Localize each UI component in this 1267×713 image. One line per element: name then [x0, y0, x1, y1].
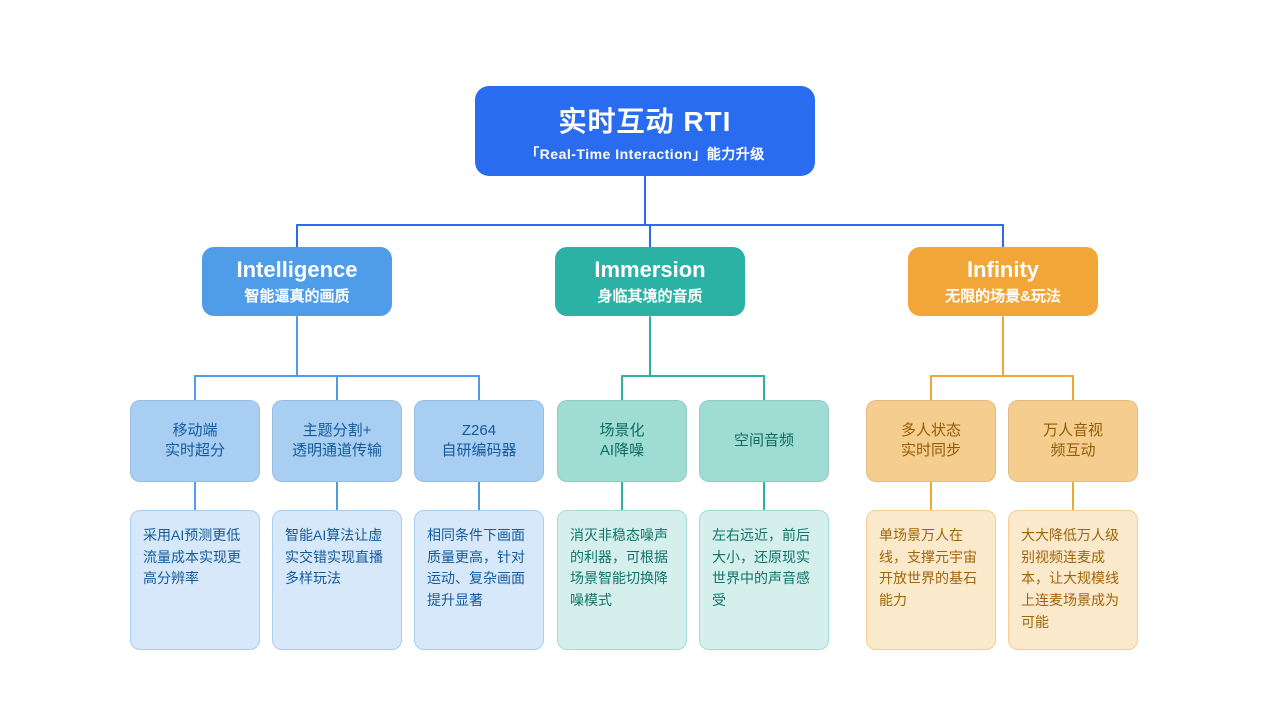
leaf-description: 采用AI预测更低流量成本实现更高分辨率 — [130, 510, 260, 650]
leaf-label: 空间音频 — [734, 431, 794, 451]
leaf-label: 万人音视频互动 — [1043, 421, 1103, 462]
leaf-node: 多人状态实时同步 — [866, 400, 996, 482]
leaf-node: 移动端实时超分 — [130, 400, 260, 482]
leaf-node: 主题分割+透明通道传输 — [272, 400, 402, 482]
leaf-label: 多人状态实时同步 — [901, 421, 961, 462]
leaf-description: 单场景万人在线，支撑元宇宙开放世界的基石能力 — [866, 510, 996, 650]
leaf-label: 主题分割+透明通道传输 — [292, 421, 382, 462]
root-subtitle: 「Real-Time Interaction」能力升级 — [485, 144, 805, 164]
category-title: Infinity — [916, 257, 1090, 283]
root-title: 实时互动 RTI — [485, 100, 805, 140]
category-subtitle: 无限的场景&玩法 — [916, 285, 1090, 306]
leaf-description: 左右远近，前后大小，还原现实世界中的声音感受 — [699, 510, 829, 650]
leaf-label: 场景化AI降噪 — [599, 421, 644, 462]
leaf-description: 消灭非稳态噪声的利器，可根据场景智能切换降噪模式 — [557, 510, 687, 650]
leaf-description: 智能AI算法让虚实交错实现直播多样玩法 — [272, 510, 402, 650]
leaf-node: Z264自研编码器 — [414, 400, 544, 482]
leaf-node: 场景化AI降噪 — [557, 400, 687, 482]
category-subtitle: 身临其境的音质 — [563, 285, 737, 306]
category-title: Intelligence — [210, 257, 384, 283]
category-immersion: Immersion身临其境的音质 — [555, 247, 745, 316]
rti-tree-diagram: 实时互动 RTI 「Real-Time Interaction」能力升级 Int… — [0, 0, 1267, 713]
category-title: Immersion — [563, 257, 737, 283]
leaf-node: 空间音频 — [699, 400, 829, 482]
category-infinity: Infinity无限的场景&玩法 — [908, 247, 1098, 316]
leaf-description: 相同条件下画面质量更高，针对运动、复杂画面提升显著 — [414, 510, 544, 650]
category-intelligence: Intelligence智能逼真的画质 — [202, 247, 392, 316]
leaf-label: Z264自研编码器 — [441, 421, 516, 462]
leaf-label: 移动端实时超分 — [165, 421, 225, 462]
category-subtitle: 智能逼真的画质 — [210, 285, 384, 306]
leaf-description: 大大降低万人级别视频连麦成本，让大规模线上连麦场景成为可能 — [1008, 510, 1138, 650]
leaf-node: 万人音视频互动 — [1008, 400, 1138, 482]
root-node: 实时互动 RTI 「Real-Time Interaction」能力升级 — [475, 86, 815, 176]
